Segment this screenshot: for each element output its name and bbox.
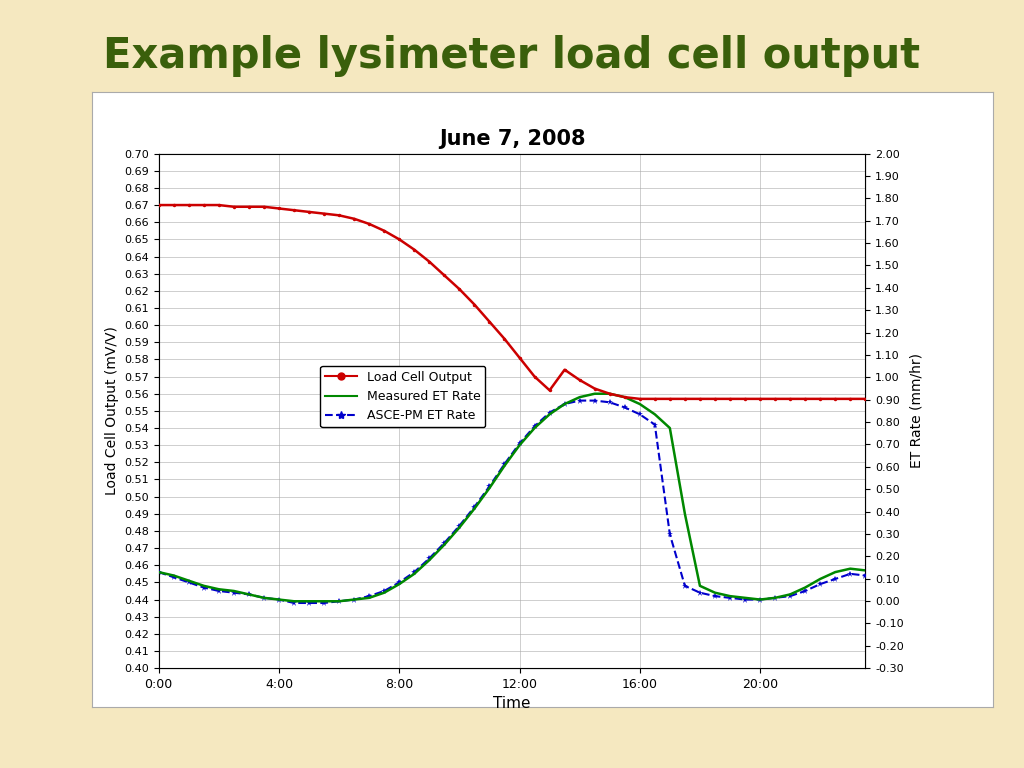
Title: June 7, 2008: June 7, 2008: [438, 129, 586, 149]
Y-axis label: Load Cell Output (mV/V): Load Cell Output (mV/V): [104, 326, 119, 495]
Text: Example lysimeter load cell output: Example lysimeter load cell output: [103, 35, 921, 77]
Y-axis label: ET Rate (mm/hr): ET Rate (mm/hr): [909, 353, 924, 468]
X-axis label: Time: Time: [494, 697, 530, 711]
Legend: Load Cell Output, Measured ET Rate, ASCE-PM ET Rate: Load Cell Output, Measured ET Rate, ASCE…: [321, 366, 485, 427]
